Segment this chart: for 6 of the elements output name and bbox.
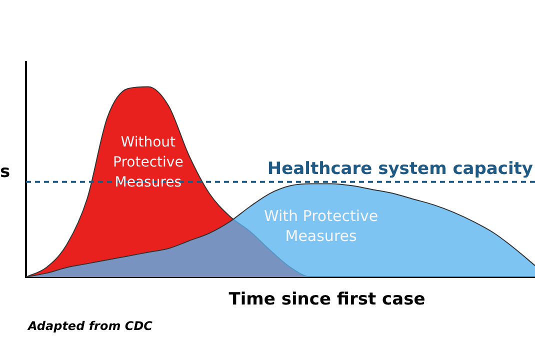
text: Adapted from CDC [27, 319, 153, 334]
ref-line-label: Healthcare system capacity [267, 158, 533, 179]
x-axis-title: Time since first case [228, 289, 426, 310]
series-label: Without Protective Measures [113, 134, 184, 190]
y-axis-title: s [0, 162, 10, 182]
series-label: With Protective Measures [264, 206, 378, 245]
